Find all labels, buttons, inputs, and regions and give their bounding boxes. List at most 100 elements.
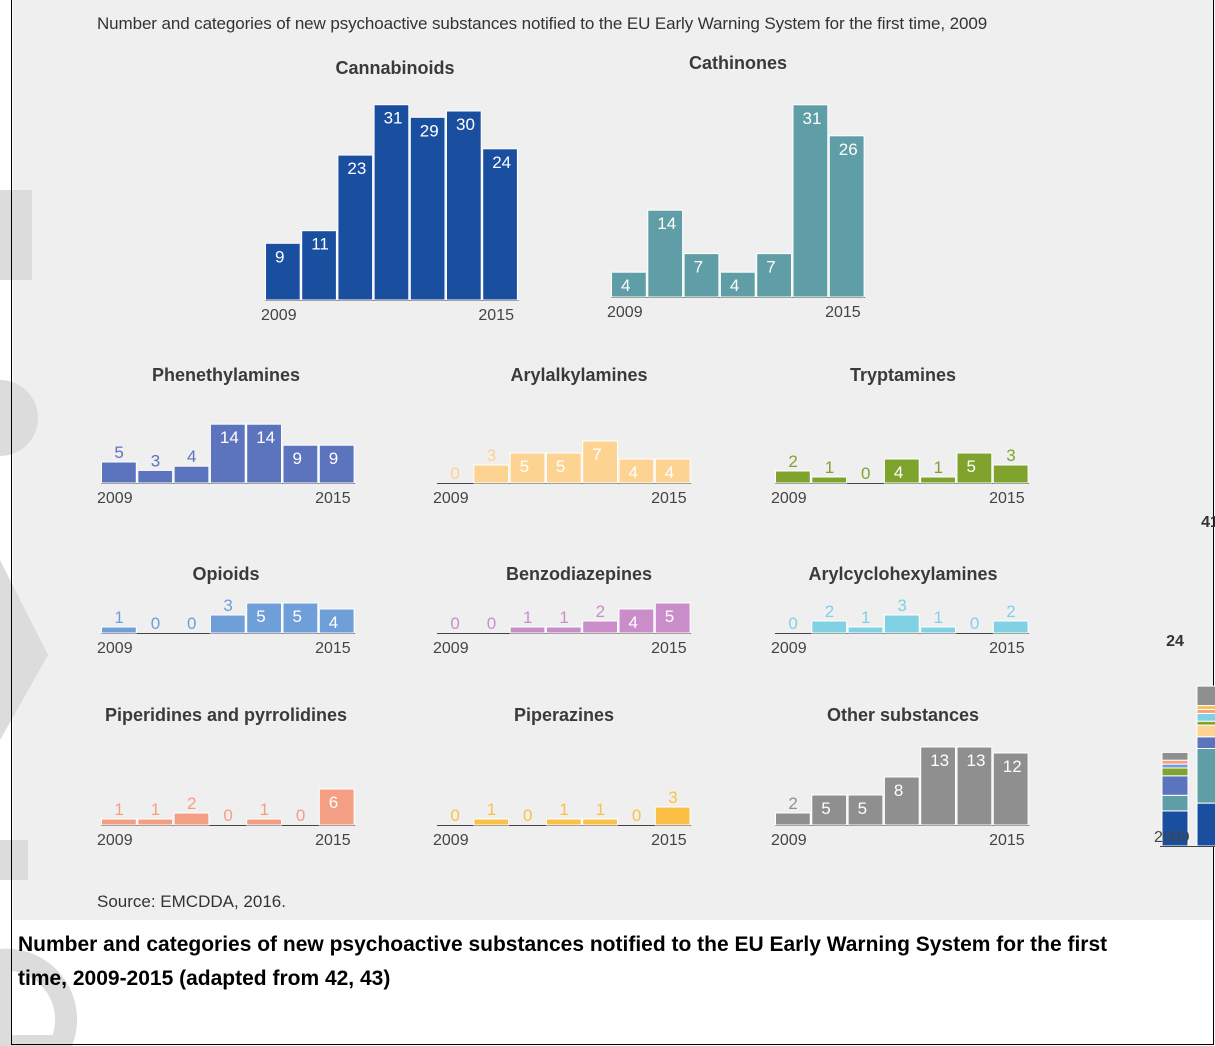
phenethylamines-bar-2012 (209, 423, 246, 484)
stacked-bars: 24 41 (1160, 514, 1215, 847)
piperazines-value-2015: 3 (668, 788, 677, 807)
other-substances-value-2012: 8 (894, 781, 903, 800)
cannabinoids-bar-2014 (446, 110, 482, 301)
other-substances-bar-2013 (920, 746, 957, 826)
tryptamines-tick-end: 2015 (989, 490, 1025, 507)
stacked-2010-segment-0 (1196, 802, 1215, 847)
other-substances-value-2010: 5 (821, 799, 830, 818)
arylalkylamines-bar-2015 (654, 458, 691, 484)
cannabinoids-value-2015: 24 (492, 153, 511, 172)
tryptamines-bar-2015 (992, 464, 1029, 484)
stacked-2010-segment-3 (1196, 724, 1215, 738)
piperazines-value-2014: 0 (632, 806, 641, 825)
opioids-bar-2012 (209, 614, 246, 634)
arylalkylamines-chart: 0 3 5 5 7 4 4 (437, 440, 692, 484)
cannabinoids-bar-2011 (337, 154, 374, 301)
arylcyclohexylamines-tick-start: 2009 (771, 640, 807, 657)
cathinones-chart: 4 14 7 4 7 31 26 (611, 104, 866, 298)
opioids-value-2010: 0 (151, 614, 160, 633)
watermark (0, 190, 78, 1046)
piperazines-bar-2013 (582, 818, 619, 826)
piperidines-and-pyrrolidines-value-2013: 1 (260, 800, 269, 819)
stacked-2010-segment-5 (1196, 712, 1215, 722)
other-substances-value-2011: 5 (858, 799, 867, 818)
piperidines-and-pyrrolidines-value-2011: 2 (187, 794, 196, 813)
cathinones-value-2009: 4 (621, 276, 630, 295)
opioids-tick-end: 2015 (315, 640, 351, 657)
arylalkylamines-value-2013: 7 (592, 445, 601, 464)
stacked-2010-segment-6 (1196, 709, 1215, 714)
opioids-value-2014: 5 (293, 607, 302, 626)
benzodiazepines-chart: 0 0 1 1 2 4 5 (437, 602, 692, 634)
arylcyclohexylamines-value-2009: 0 (788, 614, 797, 633)
cathinones-bar-2014 (792, 104, 829, 298)
piperidines-and-pyrrolidines-bar-2015 (318, 788, 355, 826)
cannabinoids-title: Cannabinoids (335, 58, 455, 78)
other-substances-bar-2014 (956, 746, 993, 826)
piperidines-and-pyrrolidines-bar-2010 (137, 818, 174, 826)
opioids-value-2011: 0 (187, 614, 196, 633)
stacked-2009-segment-3 (1161, 767, 1189, 777)
piperidines-and-pyrrolidines-tick-end: 2015 (315, 832, 351, 849)
benzodiazepines-value-2010: 0 (487, 614, 496, 633)
cathinones-title: Cathinones (688, 53, 788, 73)
piperidines-and-pyrrolidines-bar-2011 (173, 812, 210, 826)
phenethylamines-value-2013: 14 (256, 428, 275, 447)
piperazines-tick-end: 2015 (651, 832, 687, 849)
opioids-value-2009: 1 (114, 608, 123, 627)
benzodiazepines-value-2013: 2 (596, 602, 605, 621)
phenethylamines-bar-2015 (318, 444, 355, 484)
cannabinoids-value-2010: 11 (311, 235, 329, 254)
benzodiazepines-tick-end: 2015 (651, 640, 687, 657)
benzodiazepines-title: Benzodiazepines (505, 564, 653, 584)
cathinones-value-2015: 26 (839, 140, 858, 159)
other-substances-value-2014: 13 (967, 751, 986, 770)
arylcyclohexylamines-bar-2010 (811, 620, 848, 634)
cannabinoids-chart: 9 11 23 31 29 30 24 (265, 104, 519, 301)
cannabinoids-value-2012: 31 (384, 109, 403, 128)
opioids-bar-2013 (246, 602, 282, 634)
cannabinoids-value-2011: 23 (347, 159, 366, 178)
figure-title: Number and categories of new psychoactiv… (97, 14, 988, 33)
cannabinoids-value-2009: 9 (275, 247, 284, 266)
cathinones-tick-end: 2015 (825, 304, 861, 321)
phenethylamines-value-2014: 9 (293, 449, 302, 468)
arylalkylamines-tick-start: 2009 (433, 490, 469, 507)
benzodiazepines-bar-2012 (545, 626, 582, 634)
cathinones-value-2010: 14 (657, 214, 676, 233)
piperidines-and-pyrrolidines-value-2010: 1 (151, 800, 160, 819)
other-substances-bar-2011 (847, 794, 884, 826)
tryptamines-value-2009: 2 (788, 452, 797, 471)
piperazines-bar-2010 (473, 818, 510, 826)
arylcyclohexylamines-value-2013: 1 (934, 608, 943, 627)
arylcyclohexylamines-value-2014: 0 (970, 614, 979, 633)
other-substances-title: Other substances (826, 705, 980, 725)
arylalkylamines-value-2011: 5 (520, 457, 529, 476)
arylcyclohexylamines-bar-2013 (920, 626, 957, 634)
other-substances-bar-2009 (775, 812, 811, 826)
piperazines-value-2012: 1 (559, 800, 568, 819)
phenethylamines-value-2012: 14 (220, 428, 239, 447)
opioids-value-2015: 4 (329, 613, 338, 632)
opioids-bar-2014 (282, 602, 319, 634)
stacked-2010-segment-2 (1196, 736, 1215, 749)
phenethylamines-bar-2010 (137, 469, 174, 484)
piperidines-and-pyrrolidines-bar-2013 (246, 818, 282, 826)
arylalkylamines-bar-2014 (618, 458, 655, 484)
tryptamines-bar-2009 (775, 470, 811, 484)
tryptamines-value-2013: 1 (934, 458, 943, 477)
tryptamines-bar-2012 (883, 458, 920, 484)
other-substances-bar-2010 (811, 794, 848, 826)
opioids-bar-2015 (318, 608, 355, 634)
stacked-2009-segment-2 (1161, 775, 1189, 796)
phenethylamines-chart: 5 3 4 14 14 9 9 (101, 423, 356, 484)
piperazines-value-2013: 1 (596, 800, 605, 819)
phenethylamines-value-2011: 4 (187, 447, 196, 466)
arylcyclohexylamines-value-2012: 3 (897, 596, 906, 615)
arylalkylamines-bar-2011 (509, 452, 546, 484)
cathinones-bar-2013 (756, 253, 793, 298)
phenethylamines-value-2015: 9 (329, 449, 338, 468)
piperidines-and-pyrrolidines-bar-2009 (101, 818, 137, 826)
cannabinoids-bar-2009 (265, 242, 301, 301)
tryptamines-tick-start: 2009 (771, 490, 807, 507)
